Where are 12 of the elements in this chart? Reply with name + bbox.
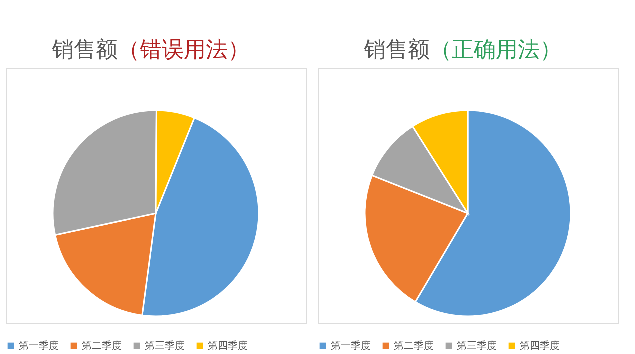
chart-title: 销售额	[51, 38, 118, 63]
legend-label: 第四季度	[520, 340, 560, 352]
legend-label: 第一季度	[331, 340, 371, 352]
legend-label: 第一季度	[19, 340, 59, 352]
legend-label: 第二季度	[82, 340, 122, 352]
legend-label: 第三季度	[145, 340, 185, 352]
chart-title: 销售额	[363, 38, 430, 63]
legend-label: 第四季度	[208, 340, 248, 352]
legend-label: 第二季度	[394, 340, 434, 352]
chart-subtitle: （错误用法）	[118, 38, 250, 63]
legend-label: 第三季度	[457, 340, 497, 352]
chart-subtitle: （正确用法）	[430, 38, 562, 63]
